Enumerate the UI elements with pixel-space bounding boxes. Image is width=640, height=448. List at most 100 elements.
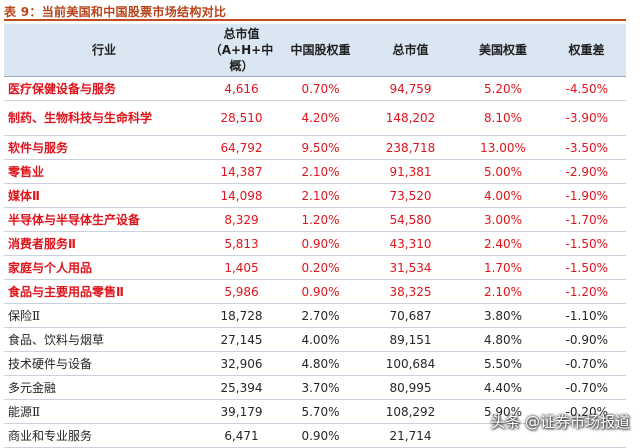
table-row: 能源Ⅱ 39,179 5.70% 108,292 5.90% -0.20% — [4, 399, 626, 424]
weight-diff-cell: -0.20% — [547, 399, 626, 424]
table-header: 行业 总市值（A+H+中概） 中国股权重 总市值 美国权重 权重差 — [4, 24, 626, 77]
cn-total-cap-cell: 14,387 — [204, 159, 279, 184]
industry-cell: 半导体与半导体生产设备 — [4, 207, 204, 232]
us-weight-cell: 5.20% — [459, 76, 547, 101]
cn-total-cap-cell: 28,510 — [204, 100, 279, 136]
weight-diff-cell: -3.90% — [547, 100, 626, 136]
header-us-weight: 美国权重 — [459, 24, 547, 77]
cn-total-cap-cell: 32,906 — [204, 351, 279, 376]
industry-cell: 多元金融 — [4, 375, 204, 400]
table-row: 保险Ⅱ 18,728 2.70% 70,687 3.80% -1.10% — [4, 303, 626, 328]
cn-weight-cell: 4.00% — [279, 327, 362, 352]
cn-weight-cell: 9.50% — [279, 135, 362, 160]
cn-weight-cell: 4.20% — [279, 100, 362, 136]
weight-diff-cell: -4.50% — [547, 76, 626, 101]
cn-weight-cell: 3.70% — [279, 375, 362, 400]
header-weight-diff: 权重差 — [547, 24, 626, 77]
header-cn-weight: 中国股权重 — [279, 24, 362, 77]
us-weight-cell: 1.70% — [459, 255, 547, 280]
us-weight-cell: 13.00% — [459, 135, 547, 160]
table-row: 食品与主要用品零售Ⅱ 5,986 0.90% 38,325 2.10% -1.20% — [4, 279, 626, 304]
us-total-cap-cell: 38,325 — [362, 279, 459, 304]
table-row: 多元金融 25,394 3.70% 80,995 4.40% -0.70% — [4, 375, 626, 400]
table-row: 食品、饮料与烟草 27,145 4.00% 89,151 4.80% -0.90% — [4, 327, 626, 352]
weight-diff-cell: -1.70% — [547, 207, 626, 232]
cn-weight-cell: 1.20% — [279, 207, 362, 232]
header-industry: 行业 — [4, 24, 204, 77]
cn-total-cap-cell: 25,394 — [204, 375, 279, 400]
table-caption: 表 9：当前美国和中国股票市场结构对比 — [4, 5, 227, 19]
cn-total-cap-cell: 8,329 — [204, 207, 279, 232]
industry-cell: 零售业 — [4, 159, 204, 184]
industry-cell: 食品与主要用品零售Ⅱ — [4, 279, 204, 304]
us-weight-cell: 8.10% — [459, 100, 547, 136]
us-weight-cell: 5.50% — [459, 351, 547, 376]
cn-weight-cell: 2.10% — [279, 159, 362, 184]
weight-diff-cell: -0.90% — [547, 327, 626, 352]
cn-total-cap-cell: 39,179 — [204, 399, 279, 424]
caption-rule — [4, 19, 626, 21]
table-row: 零售业 14,387 2.10% 91,381 5.00% -2.90% — [4, 159, 626, 184]
header-total-cap-cn: 总市值（A+H+中概） — [204, 24, 279, 77]
header-total-cap-us: 总市值 — [362, 24, 459, 77]
weight-diff-cell: -1.20% — [547, 279, 626, 304]
us-total-cap-cell: 100,684 — [362, 351, 459, 376]
table-row: 消费者服务Ⅱ 5,813 0.90% 43,310 2.40% -1.50% — [4, 231, 626, 256]
us-total-cap-cell: 70,687 — [362, 303, 459, 328]
industry-cell: 商业和专业服务 — [4, 423, 204, 448]
industry-cell: 医疗保健设备与服务 — [4, 76, 204, 101]
weight-diff-cell: -1.50% — [547, 231, 626, 256]
us-total-cap-cell: 91,381 — [362, 159, 459, 184]
weight-diff-cell: -1.90% — [547, 183, 626, 208]
cn-total-cap-cell: 5,986 — [204, 279, 279, 304]
industry-cell: 技术硬件与设备 — [4, 351, 204, 376]
table-row: 家庭与个人用品 1,405 0.20% 31,534 1.70% -1.50% — [4, 255, 626, 280]
weight-diff-cell: -3.50% — [547, 135, 626, 160]
us-weight-cell: 5.00% — [459, 159, 547, 184]
cn-weight-cell: 0.90% — [279, 231, 362, 256]
us-weight-cell: 2.10% — [459, 279, 547, 304]
us-total-cap-cell: 43,310 — [362, 231, 459, 256]
table-row: 软件与服务 64,792 9.50% 238,718 13.00% -3.50% — [4, 135, 626, 160]
cn-weight-cell: 0.90% — [279, 279, 362, 304]
cn-total-cap-cell: 5,813 — [204, 231, 279, 256]
us-total-cap-cell: 54,580 — [362, 207, 459, 232]
table-row: 医疗保健设备与服务 4,616 0.70% 94,759 5.20% -4.50% — [4, 76, 626, 101]
us-total-cap-cell: 108,292 — [362, 399, 459, 424]
cn-total-cap-cell: 1,405 — [204, 255, 279, 280]
cn-weight-cell: 0.20% — [279, 255, 362, 280]
cn-weight-cell: 2.10% — [279, 183, 362, 208]
table-row: 半导体与半导体生产设备 8,329 1.20% 54,580 3.00% -1.70% — [4, 207, 626, 232]
weight-diff-cell: -0.70% — [547, 375, 626, 400]
industry-cell: 食品、饮料与烟草 — [4, 327, 204, 352]
weight-diff-cell: -0.70% — [547, 351, 626, 376]
weight-diff-cell: -1.50% — [547, 255, 626, 280]
weight-diff-cell: -2.90% — [547, 159, 626, 184]
industry-cell: 家庭与个人用品 — [4, 255, 204, 280]
us-total-cap-cell: 148,202 — [362, 100, 459, 136]
industry-cell: 制药、生物科技与生命科学 — [4, 100, 204, 136]
us-total-cap-cell: 73,520 — [362, 183, 459, 208]
table-row: 制药、生物科技与生命科学 28,510 4.20% 148,202 8.10% -3.90… — [4, 100, 626, 136]
cn-weight-cell: 5.70% — [279, 399, 362, 424]
cn-total-cap-cell: 6,471 — [204, 423, 279, 448]
cn-total-cap-cell: 27,145 — [204, 327, 279, 352]
table-body: 医疗保健设备与服务 4,616 0.70% 94,759 5.20% -4.50% 制药、生… — [4, 76, 626, 448]
industry-cell: 消费者服务Ⅱ — [4, 231, 204, 256]
us-weight-cell: 4.80% — [459, 327, 547, 352]
us-weight-cell: 3.00% — [459, 207, 547, 232]
us-total-cap-cell: 80,995 — [362, 375, 459, 400]
cn-total-cap-cell: 18,728 — [204, 303, 279, 328]
us-weight-cell: 4.00% — [459, 183, 547, 208]
us-weight-cell: 3.80% — [459, 303, 547, 328]
us-total-cap-cell: 89,151 — [362, 327, 459, 352]
cn-weight-cell: 4.80% — [279, 351, 362, 376]
cn-weight-cell: 0.90% — [279, 423, 362, 448]
industry-cell: 软件与服务 — [4, 135, 204, 160]
cn-total-cap-cell: 4,616 — [204, 76, 279, 101]
us-total-cap-cell: 238,718 — [362, 135, 459, 160]
table-row: 技术硬件与设备 32,906 4.80% 100,684 5.50% -0.70% — [4, 351, 626, 376]
cn-total-cap-cell: 64,792 — [204, 135, 279, 160]
us-total-cap-cell: 31,534 — [362, 255, 459, 280]
table-row: 媒体Ⅱ 14,098 2.10% 73,520 4.00% -1.90% — [4, 183, 626, 208]
